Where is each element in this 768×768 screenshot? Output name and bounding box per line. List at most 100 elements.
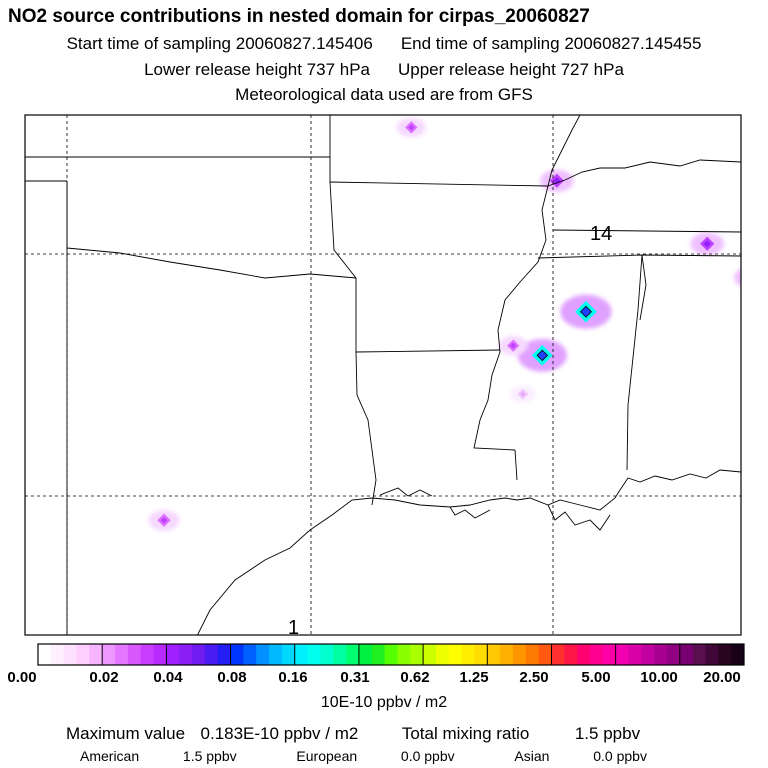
total-mixing-label: Total mixing ratio	[401, 724, 530, 743]
colorbar-swatch	[256, 644, 270, 665]
total-mixing-value: 1.5 ppbv	[574, 724, 641, 743]
colorbar-swatch	[410, 644, 424, 665]
colorbar-swatch	[76, 644, 90, 665]
colorbar-swatch	[371, 644, 386, 665]
arkansas-louisiana-border	[355, 349, 501, 353]
source-breakdown: American 1.5 ppbv European 0.0 ppbv Asia…	[80, 748, 647, 764]
lower-release: Lower release height 737 hPa	[144, 60, 370, 80]
colorbar-swatch	[166, 644, 180, 665]
colorbar-units: 10E-10 ppbv / m2	[320, 694, 448, 711]
kentucky-tennessee-border	[552, 229, 741, 233]
colorbar-swatch	[551, 644, 565, 665]
colorbar-swatch	[461, 644, 475, 665]
colorbar-tick-label: 0.08	[217, 669, 247, 686]
illinois-kentucky-river	[547, 159, 741, 187]
colorbar-swatch	[358, 644, 373, 665]
colorbar-swatch	[615, 644, 629, 665]
start-time-value: 20060827.145406	[235, 34, 373, 53]
missouri-arkansas-border	[329, 181, 549, 187]
start-time-label: Start time of sampling	[66, 34, 231, 53]
colorbar-swatch	[307, 644, 321, 665]
upper-release: Upper release height 727 hPa	[398, 60, 624, 80]
colorbar-swatch	[435, 644, 450, 665]
colorbar-tick-label: 0.04	[153, 669, 183, 686]
colorbar-swatch	[384, 644, 398, 665]
hotspot	[396, 117, 426, 138]
american-label: American	[80, 748, 140, 764]
release-heights: Lower release height 737 hPa Upper relea…	[0, 60, 768, 80]
texas-red-river-border	[66, 247, 357, 279]
colorbar-swatch	[654, 644, 668, 665]
colorbar-swatch	[89, 644, 103, 665]
colorbar-tick-label: 2.50	[519, 669, 549, 686]
colorbar-swatch	[589, 644, 604, 665]
colorbar-swatch	[204, 644, 219, 665]
colorbar-swatch	[602, 644, 617, 665]
met-data-note: Meteorological data used are from GFS	[235, 85, 533, 104]
upper-release-value: 727 hPa	[560, 60, 624, 79]
colorbar-swatch	[217, 644, 232, 665]
colorbar-tick-label: 0.02	[89, 669, 119, 686]
concentration-field	[148, 41, 768, 531]
asian-value: 0.0 ppbv	[593, 748, 647, 764]
hotspot	[690, 232, 724, 255]
hotspot	[510, 385, 536, 403]
colorbar-tick-label: 5.00	[581, 669, 611, 686]
colorbar-swatch	[320, 644, 334, 665]
colorbar-swatch	[487, 644, 501, 665]
colorbar-swatch	[102, 644, 116, 665]
hotspot	[704, 41, 730, 58]
state-boundaries	[25, 115, 741, 635]
colorbar-tick-label: 0.62	[400, 669, 430, 686]
map-title: NO2 source contributions in nested domai…	[8, 6, 590, 27]
colorbar-swatch	[564, 644, 578, 665]
colorbar-swatch	[474, 644, 488, 665]
hotspot	[748, 272, 768, 302]
colorbar-tick-label: 20.00	[703, 669, 741, 686]
hotspot	[734, 268, 741, 287]
colorbar-swatch	[679, 644, 694, 665]
colorbar-swatch	[641, 644, 655, 665]
asian-label: Asian	[514, 748, 550, 764]
colorbar-swatch	[192, 644, 206, 665]
mississippi-louisiana-border	[514, 449, 518, 481]
sampling-times: Start time of sampling 20060827.145406 E…	[0, 34, 768, 54]
hotspot	[560, 294, 612, 329]
colorbar-tick-label: 1.25	[459, 669, 489, 686]
colorbar-swatch	[538, 644, 552, 665]
lower-release-label: Lower release height	[144, 60, 302, 79]
colorbar-swatch	[294, 644, 309, 665]
colorbar-swatch	[500, 644, 514, 665]
summary-line: Maximum value 0.183E-10 ppbv / m2 Total …	[66, 724, 640, 744]
colorbar-swatch	[346, 644, 360, 665]
colorbar-swatch	[140, 644, 155, 665]
colorbar-swatch	[243, 644, 257, 665]
colorbar-swatch	[333, 644, 347, 665]
time-label-1: 1	[288, 617, 300, 639]
american-value: 1.5 ppbv	[182, 748, 237, 764]
colorbar-swatch	[731, 644, 745, 665]
colorbar-swatch	[38, 644, 52, 665]
max-value-label: Maximum value	[66, 724, 186, 743]
end-time-label: End time of sampling	[400, 34, 560, 53]
colorbar-swatch	[705, 644, 719, 665]
hotspot	[540, 169, 574, 192]
start-time: Start time of sampling 20060827.145406	[67, 34, 373, 54]
colorbar-swatch	[666, 644, 681, 665]
colorbar-tick-label: 10.00	[640, 669, 678, 686]
hotspot	[748, 85, 768, 102]
colorbar-swatch	[692, 644, 706, 665]
colorbar-swatch	[281, 644, 296, 665]
hotspot	[517, 338, 567, 372]
lower-release-value: 737 hPa	[306, 60, 370, 79]
tennessee-river	[639, 254, 647, 321]
mississippi-river	[473, 185, 549, 451]
hotspot	[498, 335, 528, 356]
missouri-illinois-river	[547, 115, 581, 187]
colorbar-swatch	[269, 644, 283, 665]
hotspot	[148, 509, 180, 531]
european-label: European	[296, 748, 358, 764]
colorbar-swatch	[718, 644, 732, 665]
colorbar-swatch	[63, 644, 78, 665]
